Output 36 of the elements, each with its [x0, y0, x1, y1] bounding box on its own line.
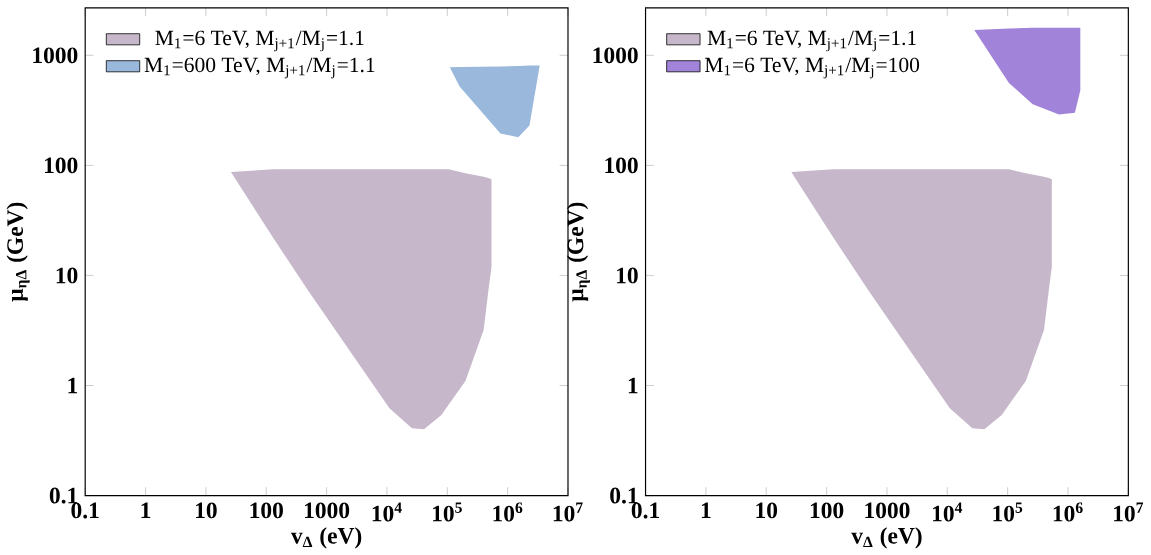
y-tick-label: 0.1	[610, 487, 638, 504]
x-tick-label: 10	[756, 502, 778, 519]
x-tick-label: 100	[250, 502, 283, 519]
legend-label: M$_{1}$=6 TeV, M$_{j+1}$/M$_{j}$=1.1	[707, 30, 916, 52]
y-tick-label: 1	[68, 377, 78, 394]
y-axis-title: μ$_{ηΔ}$ (GeV)	[6, 202, 30, 302]
x-tick-label: 1	[701, 502, 711, 518]
x-tick-label: 10$^{7}$	[553, 502, 583, 522]
y-tick-label: 0.1	[49, 487, 78, 504]
legend-label: M$_{1}$=6 TeV, M$_{j+1}$/M$_{j}$=100	[704, 57, 920, 79]
y-tick-label: 1000	[593, 47, 638, 64]
y-tick-label: 1000	[33, 47, 78, 64]
x-tick-label: 10$^{5}$	[433, 502, 462, 522]
x-tick-label: 0.1	[631, 502, 659, 519]
y-tick-label: 10	[617, 267, 638, 284]
y-tick-label: 100	[44, 157, 78, 174]
x-axis-title: v$_{Δ}$ (eV)	[290, 526, 362, 549]
x-tick-label: 10$^{5}$	[993, 502, 1023, 522]
x-tick-label: 100	[810, 502, 844, 519]
y-tick-label: 1	[628, 377, 638, 394]
x-axis-title: v$_{Δ}$ (eV)	[851, 526, 922, 549]
x-tick-label: 10$^{6}$	[493, 502, 523, 522]
x-tick-label: 1	[141, 502, 151, 518]
x-tick-label: 1000	[305, 502, 350, 519]
y-axis-title: μ$_{ηΔ}$ (GeV)	[566, 202, 591, 302]
legend-label: M$_{1}$=600 TeV, M$_{j+1}$/M$_{j}$=1.1	[144, 57, 375, 79]
x-tick-label: 10$^{4}$	[372, 502, 402, 522]
x-tick-label: 10$^{4}$	[933, 502, 963, 522]
y-tick-label: 100	[605, 157, 638, 174]
x-tick-label: 10$^{7}$	[1114, 502, 1144, 522]
x-tick-label: 10	[196, 502, 217, 519]
x-tick-label: 0.1	[71, 502, 99, 519]
legend-label: M$_{1}$=6 TeV, M$_{j+1}$/M$_{j}$=1.1	[155, 30, 364, 52]
x-tick-label: 10$^{6}$	[1053, 502, 1083, 522]
x-tick-label: 1000	[865, 502, 910, 519]
y-tick-label: 10	[56, 267, 78, 284]
